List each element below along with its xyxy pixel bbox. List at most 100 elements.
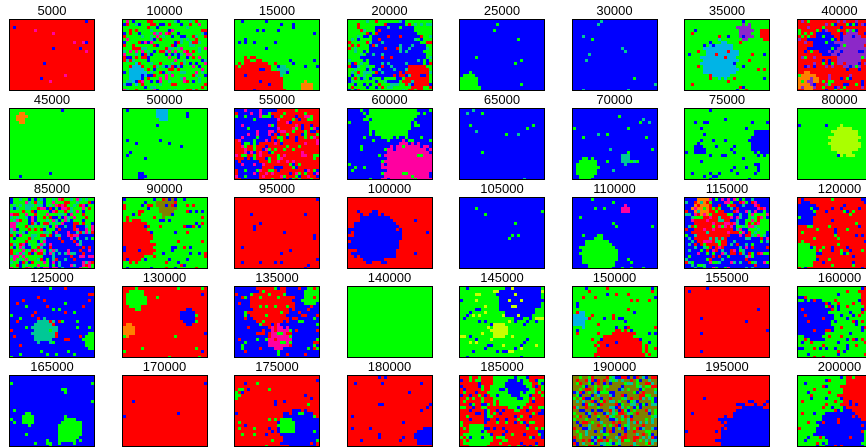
noise-pixel xyxy=(810,47,813,50)
panel: 60000 xyxy=(347,93,433,179)
region-pixel xyxy=(171,210,174,213)
region-pixel xyxy=(153,249,156,252)
region-pixel xyxy=(615,255,618,258)
region-pixel xyxy=(700,145,703,148)
region-pixel xyxy=(150,237,153,240)
region-pixel xyxy=(262,62,265,65)
region-pixel xyxy=(393,160,396,163)
noise-pixel xyxy=(840,32,843,35)
region-pixel xyxy=(265,133,268,136)
noise-pixel xyxy=(40,198,43,201)
region-pixel xyxy=(369,237,372,240)
region-pixel xyxy=(706,204,709,207)
region-pixel xyxy=(466,83,469,86)
noise-pixel xyxy=(204,252,207,255)
region-pixel xyxy=(721,50,724,53)
region-pixel xyxy=(715,50,718,53)
region-pixel xyxy=(807,204,810,207)
region-pixel xyxy=(405,148,408,151)
noise-pixel xyxy=(241,261,244,264)
region-pixel xyxy=(429,178,432,179)
region-pixel xyxy=(810,210,813,213)
region-pixel xyxy=(381,115,384,118)
region-pixel xyxy=(408,32,411,35)
noise-pixel xyxy=(174,83,177,86)
noise-pixel xyxy=(703,44,706,47)
region-pixel xyxy=(621,210,624,213)
panel-image xyxy=(572,108,658,180)
region-pixel xyxy=(253,65,256,68)
noise-pixel xyxy=(204,62,207,65)
region-pixel xyxy=(354,240,357,243)
region-pixel xyxy=(387,109,390,112)
noise-pixel xyxy=(64,216,67,219)
noise-pixel xyxy=(834,231,837,234)
noise-pixel xyxy=(727,35,730,38)
region-pixel xyxy=(594,163,597,166)
noise-pixel xyxy=(828,225,831,228)
noise-pixel xyxy=(67,201,70,204)
noise-pixel xyxy=(73,249,76,252)
noise-pixel xyxy=(517,234,520,237)
region-pixel xyxy=(591,169,594,172)
region-pixel xyxy=(757,154,760,157)
noise-pixel xyxy=(153,50,156,53)
noise-pixel xyxy=(156,296,159,299)
region-pixel xyxy=(46,329,49,332)
noise-pixel xyxy=(748,261,751,264)
noise-pixel xyxy=(277,169,280,172)
region-pixel xyxy=(757,130,760,133)
region-pixel xyxy=(259,320,262,323)
region-pixel xyxy=(147,237,150,240)
noise-pixel xyxy=(123,204,126,207)
noise-pixel xyxy=(165,204,168,207)
noise-pixel xyxy=(262,163,265,166)
region-pixel xyxy=(265,296,268,299)
region-pixel xyxy=(399,178,402,179)
noise-pixel xyxy=(861,198,864,201)
noise-pixel xyxy=(277,29,280,32)
region-pixel xyxy=(721,71,724,74)
region-pixel xyxy=(390,169,393,172)
noise-pixel xyxy=(19,344,22,347)
region-pixel xyxy=(807,71,810,74)
region-pixel xyxy=(126,243,129,246)
region-pixel xyxy=(426,68,429,71)
panel: 90000 xyxy=(122,182,208,268)
region-pixel xyxy=(408,59,411,62)
noise-pixel xyxy=(414,124,417,127)
noise-pixel xyxy=(31,252,34,255)
noise-pixel xyxy=(390,50,393,53)
noise-pixel xyxy=(49,234,52,237)
region-pixel xyxy=(718,228,721,231)
noise-pixel xyxy=(61,198,64,201)
noise-pixel xyxy=(316,142,319,145)
region-pixel xyxy=(840,127,843,130)
region-pixel xyxy=(609,267,612,268)
noise-pixel xyxy=(724,56,727,59)
region-pixel xyxy=(694,219,697,222)
noise-pixel xyxy=(286,145,289,148)
region-pixel xyxy=(262,130,265,133)
region-pixel xyxy=(399,41,402,44)
region-pixel xyxy=(399,169,402,172)
noise-pixel xyxy=(37,246,40,249)
region-pixel xyxy=(624,157,627,160)
noise-pixel xyxy=(40,246,43,249)
region-pixel xyxy=(271,290,274,293)
region-pixel xyxy=(417,160,420,163)
noise-pixel xyxy=(144,47,147,50)
region-pixel xyxy=(384,255,387,258)
region-pixel xyxy=(466,89,469,90)
region-pixel xyxy=(417,80,420,83)
noise-pixel xyxy=(697,234,700,237)
region-pixel xyxy=(417,53,420,56)
region-pixel xyxy=(256,139,259,142)
noise-pixel xyxy=(58,243,61,246)
region-pixel xyxy=(405,166,408,169)
region-pixel xyxy=(399,56,402,59)
noise-pixel xyxy=(709,109,712,112)
noise-pixel xyxy=(703,240,706,243)
noise-pixel xyxy=(174,53,177,56)
region-pixel xyxy=(408,148,411,151)
